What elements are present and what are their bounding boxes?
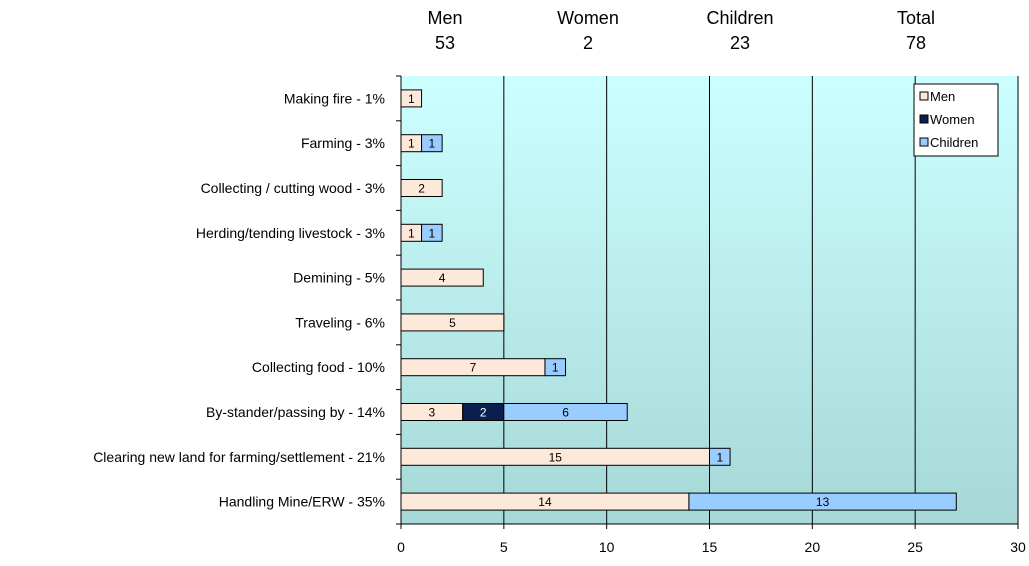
summary-value: 23	[730, 33, 750, 53]
summary-value: 53	[435, 33, 455, 53]
summary-label: Women	[557, 8, 619, 28]
axes: Making fire - 1% Farming - 3% Collecting /…	[93, 75, 1026, 555]
category-label: Handling Mine/ERW - 35%	[219, 494, 385, 510]
bar-row: 14 13	[400, 492, 957, 511]
legend: Men Women Children	[913, 83, 999, 157]
legend-item-children: Children	[919, 135, 978, 150]
x-tick-label: 20	[805, 539, 821, 555]
data-label: 7	[470, 361, 477, 375]
data-label: 4	[439, 271, 446, 285]
legend-label: Children	[930, 135, 978, 150]
data-label: 1	[408, 226, 415, 240]
bar-segment-children	[503, 403, 628, 421]
data-label: 5	[449, 316, 456, 330]
bar-row: 1	[400, 89, 423, 108]
legend-label: Men	[930, 89, 955, 104]
x-tick-label: 10	[599, 539, 615, 555]
legend-swatch	[919, 114, 929, 124]
bar-segment-children	[421, 223, 443, 242]
data-label: 1	[429, 226, 436, 240]
gridlines	[503, 76, 1019, 524]
summary-label: Children	[706, 8, 773, 28]
x-tick-label: 25	[907, 539, 923, 555]
x-tick-label: 15	[702, 539, 718, 555]
category-label: Herding/tending livestock - 3%	[196, 225, 385, 241]
summary-children: Children 23	[706, 8, 773, 53]
bar-row: 2	[400, 179, 443, 197]
data-label: 1	[408, 137, 415, 151]
data-label: 3	[429, 406, 436, 420]
category-label: Making fire - 1%	[284, 90, 385, 106]
summary-label: Men	[427, 8, 462, 28]
bar-segment-children	[544, 358, 567, 377]
data-label: 2	[418, 182, 425, 196]
legend-swatch	[919, 91, 929, 101]
bar-row: 15 1	[400, 447, 731, 466]
x-tick-label: 0	[397, 539, 405, 555]
data-label: 14	[538, 495, 552, 509]
category-label: Demining - 5%	[293, 270, 385, 286]
data-label: 15	[549, 450, 563, 464]
bar-row: 4	[400, 268, 484, 287]
category-label: By-stander/passing by - 14%	[206, 404, 385, 420]
bar-segment-children	[421, 134, 443, 153]
summary-value: 78	[906, 33, 926, 53]
summary-women: Women 2	[557, 8, 619, 53]
bar-segment-children	[688, 492, 957, 511]
x-tick-label: 30	[1010, 539, 1026, 555]
legend-item-men: Men	[919, 89, 955, 104]
legend-label: Women	[930, 112, 975, 127]
data-label: 1	[552, 361, 559, 375]
bar-row: 3 2 6	[400, 403, 628, 421]
summary-total: Total 78	[897, 8, 935, 53]
category-label: Farming - 3%	[301, 135, 385, 151]
category-label: Collecting food - 10%	[252, 359, 385, 375]
data-label: 1	[429, 137, 436, 151]
data-label: 13	[816, 495, 830, 509]
data-label: 6	[562, 406, 569, 420]
category-label: Traveling - 6%	[295, 314, 385, 330]
data-label: 1	[408, 92, 415, 106]
category-label: Clearing new land for farming/settlement…	[93, 449, 385, 465]
legend-swatch	[919, 137, 929, 147]
bar-row: 5	[400, 313, 505, 332]
bar-segment-children	[709, 447, 731, 466]
summary-men: Men 53	[427, 8, 462, 53]
legend-item-women: Women	[919, 112, 975, 127]
summary-value: 2	[583, 33, 593, 53]
category-label: Collecting / cutting wood - 3%	[201, 180, 385, 196]
summary-header: Men 53 Women 2 Children 23 Total 78	[427, 8, 935, 53]
x-tick-label: 5	[500, 539, 508, 555]
data-label: 2	[480, 406, 487, 420]
data-label: 1	[716, 450, 723, 464]
summary-label: Total	[897, 8, 935, 28]
